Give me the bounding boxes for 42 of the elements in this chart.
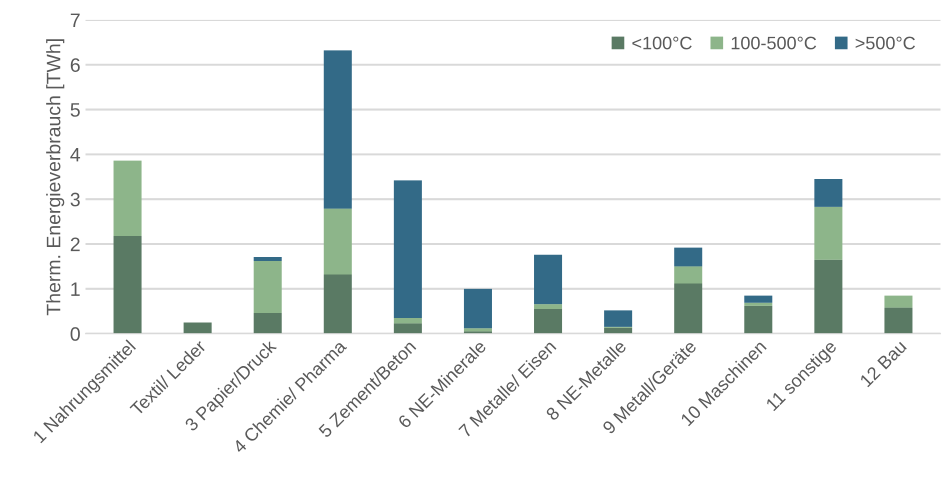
legend-label: >500°C <box>856 36 916 50</box>
bar <box>884 308 912 334</box>
y-axis-title: Therm. Energieverbrauch [TWh] <box>46 39 64 316</box>
bar <box>744 296 772 303</box>
bar <box>394 323 422 334</box>
bar <box>394 318 422 324</box>
y-tick-label: 7 <box>70 14 80 27</box>
bar <box>674 248 702 266</box>
bar <box>884 296 912 308</box>
bar <box>464 288 492 328</box>
bar <box>324 50 352 209</box>
bar <box>534 254 562 304</box>
bar <box>324 274 352 334</box>
bar <box>744 306 772 334</box>
bar <box>464 328 492 332</box>
bar <box>534 304 562 310</box>
bar <box>324 208 352 274</box>
bar <box>674 283 702 334</box>
bar <box>254 261 282 314</box>
bar <box>184 322 212 334</box>
bar <box>814 179 842 207</box>
bar <box>254 257 282 262</box>
bar <box>744 302 772 306</box>
bar <box>814 206 842 260</box>
y-tick-label: 2 <box>70 237 80 252</box>
y-tick-label: 5 <box>70 103 80 117</box>
bar <box>114 160 142 236</box>
bar <box>674 266 702 284</box>
legend-label: <100°C <box>632 36 692 50</box>
y-tick-label: 6 <box>70 58 80 72</box>
legend-label: 100-500°C <box>732 36 816 50</box>
bar <box>394 180 422 318</box>
bar <box>254 313 282 334</box>
x-tick-label: 12 Bau <box>859 340 907 388</box>
y-tick-label: 3 <box>70 192 80 206</box>
bar <box>114 236 142 334</box>
y-tick-label: 4 <box>70 148 80 162</box>
bar <box>534 309 562 334</box>
y-tick-label: 0 <box>70 327 80 341</box>
bar <box>814 260 842 334</box>
y-tick-label: 1 <box>71 282 80 296</box>
bar <box>604 310 632 327</box>
